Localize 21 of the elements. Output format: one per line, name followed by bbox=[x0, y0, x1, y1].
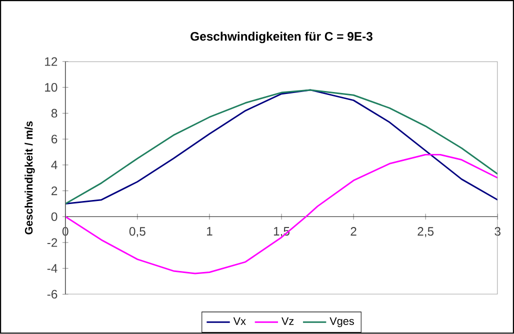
y-tick-label: 0 bbox=[51, 212, 58, 222]
y-axis-title: Geschwindigkeit / m/s bbox=[24, 121, 35, 235]
y-tick-label: 8 bbox=[51, 109, 58, 118]
y-tick-label: 10 bbox=[45, 83, 58, 92]
y-tick-label: 2 bbox=[52, 186, 58, 196]
y-tick-label: -4 bbox=[47, 264, 58, 273]
legend-label: Vges bbox=[330, 318, 354, 328]
y-tick-label: -2 bbox=[47, 238, 58, 247]
x-tick-label: 2,5 bbox=[418, 227, 434, 238]
y-tick-label: 6 bbox=[52, 134, 58, 144]
x-tick-label: 2 bbox=[350, 227, 356, 236]
legend-label: Vx bbox=[233, 318, 246, 325]
legend-label: Vz bbox=[282, 318, 294, 325]
y-tick-label: 4 bbox=[51, 160, 58, 170]
x-tick-label: 0,5 bbox=[129, 227, 146, 238]
y-tick-label: -6 bbox=[47, 290, 58, 299]
x-tick-label: 3 bbox=[494, 227, 500, 236]
y-tick-label: 12 bbox=[45, 57, 58, 66]
x-tick-label: 1 bbox=[207, 227, 212, 236]
line-series bbox=[65, 89, 498, 205]
chart-title: Geschwindigkeiten für C = 9E-3 bbox=[190, 32, 372, 44]
